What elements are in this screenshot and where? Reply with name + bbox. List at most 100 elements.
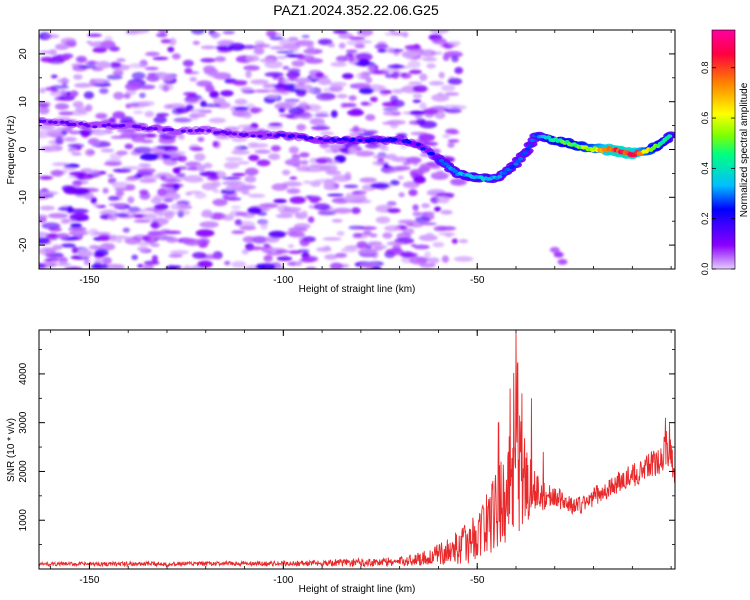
noise-blob [109,117,116,122]
ridge-core [101,124,107,128]
noise-blob [137,264,144,268]
spectrogram-noise [39,30,568,269]
noise-blob [383,163,389,169]
noise-blob [431,93,450,102]
noise-blob [209,212,226,220]
noise-blob [348,95,357,101]
noise-blob [301,34,310,39]
noise-blob [39,263,47,269]
noise-blob [426,63,436,69]
ridge-core [350,137,356,142]
noise-blob [123,93,131,99]
noise-blob [380,147,390,151]
noise-blob [314,110,329,115]
noise-blob [192,41,200,45]
noise-blob [419,120,437,129]
noise-blob [39,50,53,54]
noise-blob [163,230,182,235]
noise-blob [419,73,428,81]
noise-blob [246,55,260,62]
ridge-core [180,129,186,133]
noise-blob [197,164,206,172]
noise-blob [414,216,431,223]
noise-blob [178,134,185,140]
noise-blob [133,110,144,115]
noise-blob [329,81,348,87]
noise-blob [356,241,368,249]
noise-blob [239,225,256,231]
noise-blob [39,191,59,196]
noise-blob [231,173,246,177]
x-tick-label: -150 [79,275,99,286]
noise-blob [68,130,80,135]
noise-blob [458,239,469,244]
noise-blob [195,229,215,237]
colorbar-tick-label: 0.2 [700,212,710,225]
noise-blob [445,128,459,135]
noise-blob [442,54,450,61]
noise-blob [241,249,249,255]
ridge-core [48,120,54,124]
noise-blob [170,203,189,211]
noise-blob [150,243,160,248]
colorbar-gradient [711,29,736,270]
y-tick-label: 1000 [18,509,29,532]
noise-blob [390,32,406,36]
noise-blob [351,207,361,215]
noise-blob [109,62,122,68]
ridge-core [59,120,65,124]
ridge-core [120,123,126,128]
noise-blob [157,188,168,197]
ridge-core [343,137,349,141]
ridge-core [317,137,324,141]
ridge-core [92,125,98,129]
noise-blob [356,72,369,80]
noise-blob [58,94,75,101]
noise-blob [313,203,331,211]
noise-blob [48,213,69,219]
noise-blob [451,238,458,244]
ridge-core [206,129,212,133]
noise-blob [299,152,310,158]
noise-blob [192,252,207,259]
noise-blob [90,263,109,269]
noise-blob [147,230,165,236]
noise-blob [40,56,55,63]
noise-blob [266,30,277,38]
noise-blob [245,70,252,79]
snr-xlabel: Height of straight line (km) [299,584,416,595]
noise-blob [370,182,390,189]
noise-blob [214,56,226,62]
noise-blob [156,210,165,217]
noise-blob [306,44,315,53]
noise-blob [61,53,74,59]
noise-blob [303,180,312,184]
noise-blob [413,43,420,49]
noise-blob [183,92,197,96]
noise-blob [240,86,254,92]
noise-blob [299,238,310,247]
noise-blob [309,118,325,126]
noise-blob [429,30,449,34]
noise-blob [391,71,400,79]
noise-blob [370,96,378,103]
noise-blob [144,110,155,118]
noise-blob [166,265,177,269]
noise-blob [80,168,94,174]
noise-blob [244,175,257,183]
noise-blob [363,230,372,235]
noise-blob [95,113,108,119]
ridge-core [280,133,286,137]
ridge-core [169,128,175,132]
noise-blob [389,30,396,33]
noise-blob [335,55,348,63]
noise-blob [275,86,290,92]
noise-blob [90,169,100,175]
ridge-core [276,133,282,137]
noise-blob [453,256,474,262]
noise-blob [137,167,156,174]
noise-blob [170,157,182,161]
noise-blob [553,251,564,258]
ridge-core [227,131,233,135]
noise-blob [92,46,108,53]
